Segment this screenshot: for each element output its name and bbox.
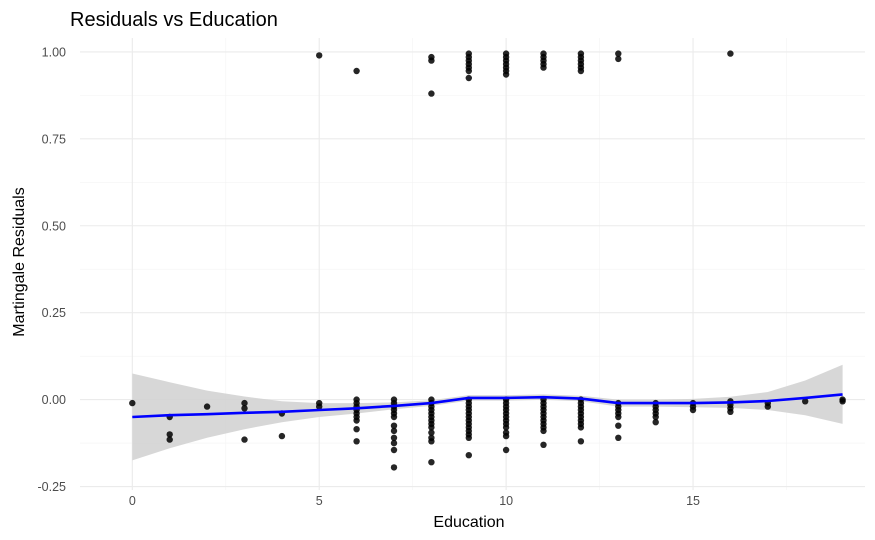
- data-point: [390, 464, 398, 471]
- data-point: [727, 50, 734, 57]
- y-axis-title: Martingale Residuals: [11, 187, 28, 336]
- data-point: [465, 74, 472, 82]
- data-point: [540, 427, 547, 435]
- data-point: [353, 67, 360, 75]
- data-point: [615, 50, 622, 57]
- data-point: [278, 432, 286, 440]
- chart-title: Residuals vs Education: [70, 9, 278, 31]
- data-point: [241, 399, 248, 407]
- data-point: [465, 452, 472, 459]
- data-point: [428, 90, 435, 97]
- data-point: [316, 403, 323, 410]
- data-point: [577, 67, 585, 75]
- smooth-line: [132, 393, 843, 419]
- data-point: [428, 459, 435, 466]
- tick-labels: 0 5 10 15 -0.25 0.00 0.25 0.50 0.75 1.00: [38, 45, 701, 508]
- data-point: [615, 55, 622, 63]
- data-point: [802, 398, 809, 405]
- data-point: [764, 403, 771, 410]
- data-point: [390, 413, 398, 421]
- data-point: [353, 426, 360, 433]
- data-point: [428, 438, 435, 445]
- data-point: [428, 429, 435, 436]
- x-tick-label: 15: [686, 494, 700, 508]
- data-point: [652, 413, 659, 421]
- data-point: [316, 52, 323, 59]
- data-point: [540, 64, 547, 71]
- data-point: [652, 419, 659, 426]
- grid: [80, 38, 865, 490]
- data-point: [428, 424, 435, 431]
- data-point: [353, 438, 360, 445]
- data-point: [166, 431, 173, 438]
- data-point: [615, 413, 622, 421]
- data-point: [502, 424, 510, 431]
- data-point: [390, 439, 398, 447]
- data-point: [390, 427, 398, 435]
- data-point: [428, 57, 435, 64]
- y-tick-label: -0.25: [38, 480, 67, 494]
- data-point: [166, 436, 173, 443]
- smooth-line-layer: [132, 393, 843, 419]
- y-tick-label: 0.00: [42, 393, 66, 407]
- data-point: [390, 422, 398, 429]
- data-point: [465, 434, 472, 441]
- data-points: [129, 50, 846, 471]
- x-tick-label: 0: [129, 494, 136, 508]
- data-point: [241, 405, 248, 412]
- y-tick-label: 0.75: [42, 132, 66, 146]
- y-tick-label: 0.50: [42, 219, 66, 233]
- data-point: [577, 438, 585, 445]
- y-tick-label: 1.00: [42, 45, 66, 59]
- data-point: [689, 406, 697, 414]
- data-point: [390, 446, 398, 454]
- data-point: [839, 398, 846, 405]
- data-point: [129, 399, 136, 407]
- y-tick-label: 0.25: [42, 306, 66, 320]
- data-point: [540, 441, 547, 448]
- data-point: [203, 403, 211, 410]
- x-tick-label: 5: [316, 494, 323, 508]
- data-point: [615, 422, 622, 429]
- data-point: [615, 434, 622, 441]
- data-point: [502, 71, 510, 78]
- x-tick-label: 10: [499, 494, 513, 508]
- data-point: [502, 446, 510, 454]
- data-point: [727, 408, 734, 415]
- data-point: [465, 67, 472, 75]
- data-point: [353, 417, 360, 424]
- data-point: [390, 434, 398, 441]
- x-axis-title: Education: [433, 514, 504, 531]
- data-point: [241, 436, 248, 443]
- data-point: [577, 424, 585, 431]
- data-point: [502, 432, 510, 440]
